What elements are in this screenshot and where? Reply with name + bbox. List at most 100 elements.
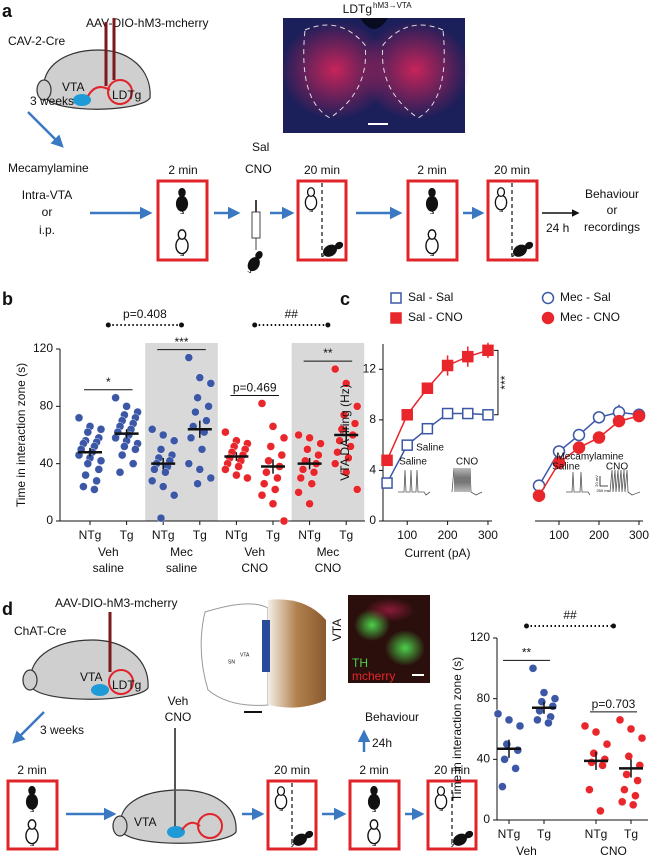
- fluorescence-image: [348, 595, 430, 683]
- data-point: [550, 694, 560, 703]
- data-point: [305, 433, 314, 443]
- legend-label: Mec - Sal: [560, 290, 611, 304]
- data-point: [629, 800, 638, 810]
- data-point: [221, 427, 230, 437]
- x-tick-label: NTg: [298, 528, 321, 542]
- data-point: [294, 430, 303, 440]
- region-label: VTA: [134, 815, 156, 829]
- route-label: or: [42, 205, 53, 219]
- data-point: [515, 721, 525, 731]
- data-point: [117, 450, 127, 460]
- virus-label: AAV-DIO-hM3-mcherry: [86, 16, 208, 30]
- panel-label: b: [2, 289, 13, 309]
- group-label: CNO: [600, 844, 627, 858]
- data-point: [511, 764, 520, 773]
- data-point: [193, 479, 202, 488]
- region-label: VTA: [62, 80, 84, 94]
- significance-label: p=0.469: [233, 381, 277, 395]
- data-point: [111, 433, 120, 443]
- x-tick-label: Tg: [537, 827, 551, 841]
- panel-label: d: [2, 599, 13, 619]
- data-point: [156, 513, 166, 523]
- test-box: [156, 179, 209, 262]
- data-point: [96, 456, 106, 465]
- data-point: [344, 453, 353, 463]
- test-box: [6, 779, 59, 851]
- y-tick-label: 0: [483, 812, 490, 826]
- data-point: [257, 491, 267, 500]
- y-tick-label: 80: [40, 399, 54, 413]
- test-box: [296, 179, 348, 262]
- data-point: [268, 499, 278, 508]
- x-tick-label: NTg: [79, 528, 102, 542]
- y-axis-title: VTA DA firing (Hz): [338, 384, 352, 480]
- data-point: [580, 721, 590, 731]
- data-point: [206, 473, 216, 483]
- region-label: VTA: [80, 670, 102, 684]
- legend-marker: [541, 291, 555, 305]
- scale-label: 20 mV: [594, 475, 599, 487]
- data-point: [622, 770, 631, 779]
- data-point: [156, 445, 166, 454]
- histology-image: [280, 18, 470, 133]
- data-point: [184, 459, 194, 468]
- image-region: VTA: [330, 619, 344, 641]
- y-tick-label: 0: [369, 513, 376, 527]
- data-point: [421, 422, 434, 435]
- data-point: [79, 482, 88, 491]
- data-point: [587, 758, 596, 767]
- data-point: [296, 473, 305, 483]
- data-point: [572, 428, 586, 442]
- data-point: [294, 488, 303, 497]
- data-point: [298, 465, 308, 474]
- test-box: [426, 779, 478, 851]
- data-point: [128, 459, 138, 468]
- significance-bracket: [493, 349, 499, 416]
- legend-marker: [390, 292, 402, 304]
- data-point: [637, 733, 647, 743]
- comparison-end: [524, 623, 529, 629]
- y-tick-label: 120: [470, 630, 490, 644]
- y-tick-label: 4: [369, 463, 376, 477]
- significance-label: *: [106, 375, 111, 389]
- inset-title: Saline: [416, 443, 444, 454]
- x-tick-label: 300: [478, 528, 498, 542]
- data-point: [532, 489, 546, 502]
- data-point: [350, 419, 360, 428]
- data-point: [221, 465, 230, 474]
- injection-label: Veh: [168, 694, 189, 708]
- drug-label: Mecamylamine: [8, 161, 89, 175]
- outcome-label: Behaviour: [365, 710, 419, 724]
- arrow: [27, 111, 64, 148]
- x-tick-label: NTg: [152, 528, 175, 542]
- data-point: [500, 755, 509, 764]
- data-point: [169, 436, 179, 445]
- delay-label: 3 weeks: [40, 723, 84, 737]
- data-point: [539, 688, 549, 697]
- data-point: [169, 491, 179, 500]
- step-duration: 20 min: [434, 763, 470, 777]
- arrow: [12, 711, 45, 744]
- data-point: [591, 727, 601, 737]
- data-point: [381, 454, 393, 467]
- data-point: [331, 459, 340, 468]
- data-point: [257, 399, 267, 408]
- data-point: [618, 797, 627, 806]
- significance-label: ***: [498, 375, 512, 389]
- data-point: [305, 499, 314, 508]
- data-point: [331, 364, 340, 374]
- data-point: [131, 445, 140, 454]
- data-point: [548, 702, 557, 711]
- x-tick-label: NTg: [225, 528, 248, 542]
- group-label: CNO: [241, 561, 268, 575]
- comparison-end: [179, 322, 184, 328]
- data-point: [598, 761, 607, 770]
- data-point: [303, 445, 312, 454]
- data-point: [115, 468, 125, 477]
- data-point: [462, 407, 474, 420]
- step-duration: 20 min: [274, 763, 310, 777]
- comparison-label: ##: [563, 608, 577, 622]
- data-point: [339, 410, 349, 420]
- step-duration: 2 min: [417, 163, 446, 177]
